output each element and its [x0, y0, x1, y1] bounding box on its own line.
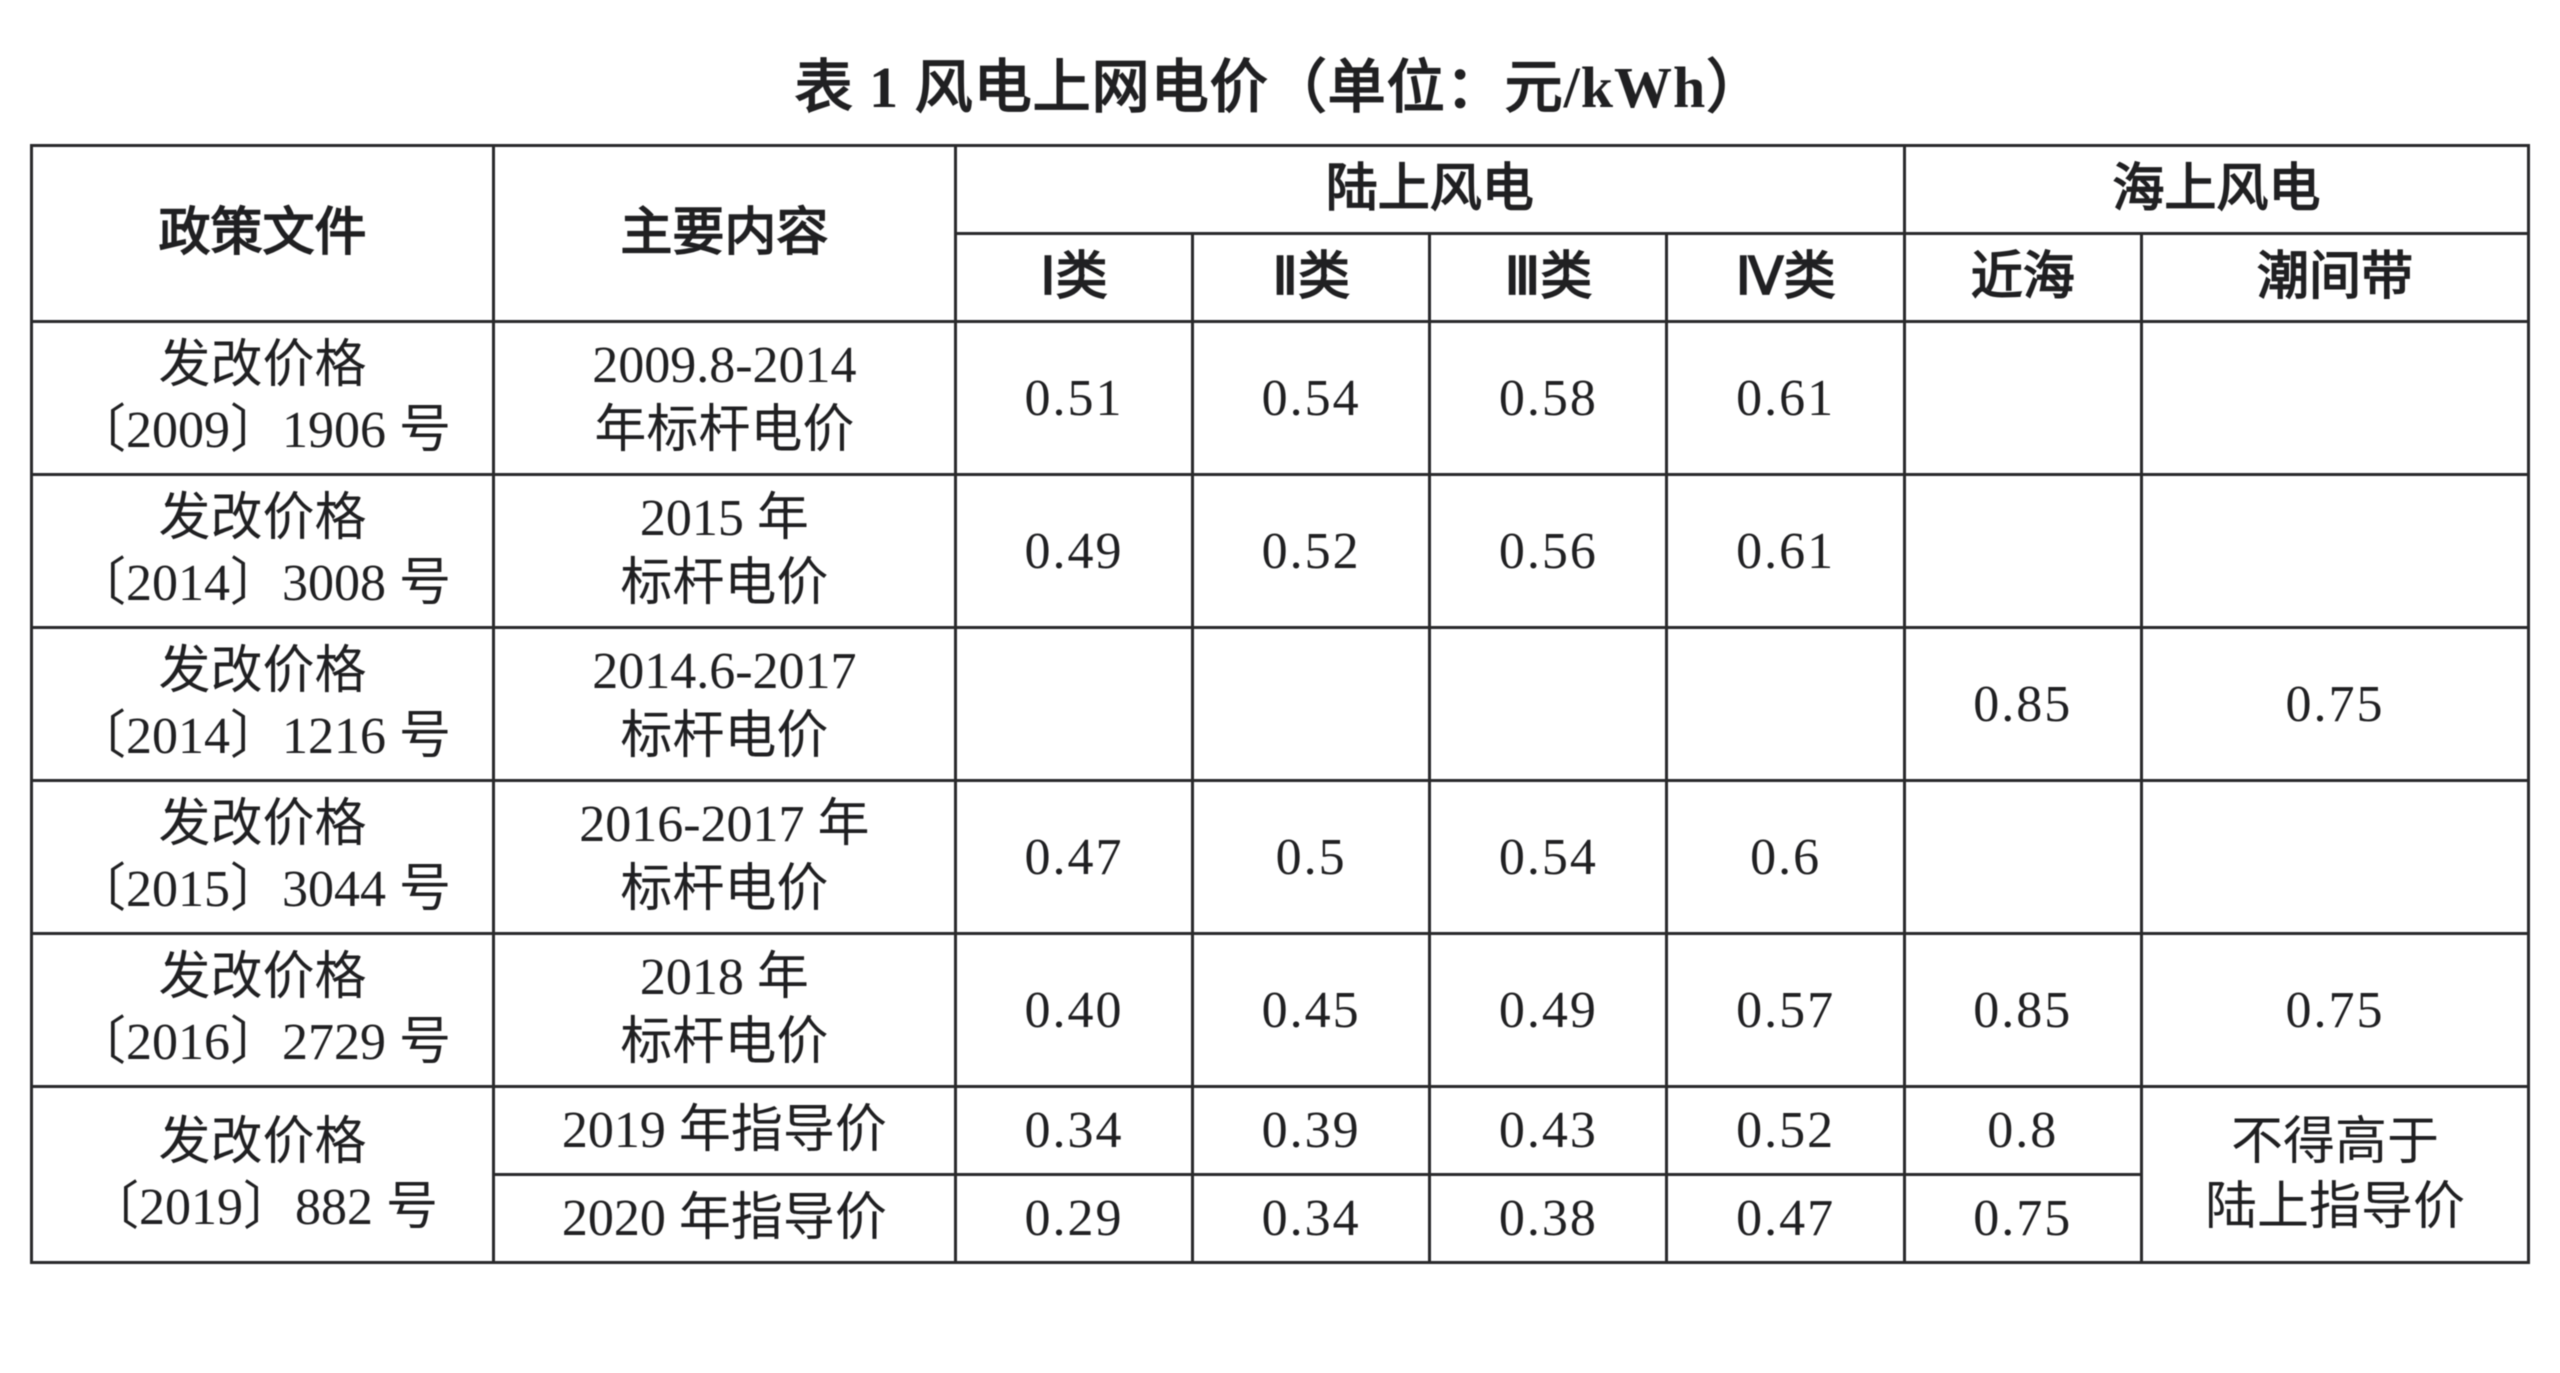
cell-content: 2014.6-2017 标杆电价: [493, 628, 955, 781]
cell-II: 0.52: [1193, 475, 1430, 628]
cell-near: 0.85: [1904, 934, 2141, 1087]
table-caption: 表 1 风电上网电价（单位：元/kWh）: [30, 40, 2530, 124]
table-row: 发改价格 〔2016〕2729 号 2018 年 标杆电价 0.40 0.45 …: [32, 934, 2529, 1087]
col-IV: Ⅳ类: [1667, 234, 1904, 322]
col-intertidal: 潮间带: [2141, 234, 2528, 322]
cell-IV: 0.57: [1667, 934, 1904, 1087]
cell-II: 0.45: [1193, 934, 1430, 1087]
cell-near: 0.75: [1904, 1175, 2141, 1263]
cell-IV: 0.47: [1667, 1175, 1904, 1263]
cell-III: 0.49: [1430, 934, 1667, 1087]
cell-I: 0.29: [955, 1175, 1192, 1263]
col-III: Ⅲ类: [1430, 234, 1667, 322]
cell-near: [1904, 322, 2141, 475]
cell-IV: 0.52: [1667, 1087, 1904, 1175]
cell-III: 0.54: [1430, 781, 1667, 934]
cell-IV: 0.61: [1667, 322, 1904, 475]
cell-I: 0.51: [955, 322, 1192, 475]
cell-II: 0.54: [1193, 322, 1430, 475]
table-row: 发改价格 〔2014〕1216 号 2014.6-2017 标杆电价 0.85 …: [32, 628, 2529, 781]
table-row: 发改价格 〔2014〕3008 号 2015 年 标杆电价 0.49 0.52 …: [32, 475, 2529, 628]
header-row-1: 政策文件 主要内容 陆上风电 海上风电: [32, 146, 2529, 234]
cell-I: 0.34: [955, 1087, 1192, 1175]
cell-IV: 0.6: [1667, 781, 1904, 934]
table-row: 发改价格 〔2009〕1906 号 2009.8-2014 年标杆电价 0.51…: [32, 322, 2529, 475]
cell-II: 0.39: [1193, 1087, 1430, 1175]
col-policy: 政策文件: [32, 146, 494, 322]
cell-I: [955, 628, 1192, 781]
col-onshore: 陆上风电: [955, 146, 1904, 234]
table-row: 发改价格 〔2019〕882 号 2019 年指导价 0.34 0.39 0.4…: [32, 1087, 2529, 1175]
cell-I: 0.40: [955, 934, 1192, 1087]
cell-content: 2016-2017 年 标杆电价: [493, 781, 955, 934]
cell-I: 0.47: [955, 781, 1192, 934]
col-I: Ⅰ类: [955, 234, 1192, 322]
page: 表 1 风电上网电价（单位：元/kWh） 政策文件 主要内容 陆上风电 海上风电…: [0, 0, 2560, 1373]
cell-policy: 发改价格 〔2014〕1216 号: [32, 628, 494, 781]
cell-tidal: [2141, 322, 2528, 475]
cell-tidal: 0.75: [2141, 934, 2528, 1087]
cell-III: [1430, 628, 1667, 781]
tariff-table: 政策文件 主要内容 陆上风电 海上风电 Ⅰ类 Ⅱ类 Ⅲ类 Ⅳ类 近海 潮间带 发…: [30, 144, 2530, 1264]
cell-I: 0.49: [955, 475, 1192, 628]
cell-near: 0.85: [1904, 628, 2141, 781]
cell-IV: [1667, 628, 1904, 781]
cell-II: 0.5: [1193, 781, 1430, 934]
cell-III: 0.38: [1430, 1175, 1667, 1263]
cell-tidal: [2141, 475, 2528, 628]
cell-III: 0.56: [1430, 475, 1667, 628]
cell-near: 0.8: [1904, 1087, 2141, 1175]
cell-III: 0.58: [1430, 322, 1667, 475]
cell-near: [1904, 475, 2141, 628]
cell-II: [1193, 628, 1430, 781]
cell-content: 2020 年指导价: [493, 1175, 955, 1263]
cell-policy: 发改价格 〔2016〕2729 号: [32, 934, 494, 1087]
cell-II: 0.34: [1193, 1175, 1430, 1263]
cell-content: 2015 年 标杆电价: [493, 475, 955, 628]
col-II: Ⅱ类: [1193, 234, 1430, 322]
table-row: 发改价格 〔2015〕3044 号 2016-2017 年 标杆电价 0.47 …: [32, 781, 2529, 934]
cell-content: 2009.8-2014 年标杆电价: [493, 322, 955, 475]
cell-content: 2019 年指导价: [493, 1087, 955, 1175]
cell-policy: 发改价格 〔2014〕3008 号: [32, 475, 494, 628]
col-offshore: 海上风电: [1904, 146, 2528, 234]
cell-content: 2018 年 标杆电价: [493, 934, 955, 1087]
cell-tidal: [2141, 781, 2528, 934]
col-nearshore: 近海: [1904, 234, 2141, 322]
cell-tidal: 0.75: [2141, 628, 2528, 781]
cell-III: 0.43: [1430, 1087, 1667, 1175]
cell-policy: 发改价格 〔2015〕3044 号: [32, 781, 494, 934]
cell-policy: 发改价格 〔2009〕1906 号: [32, 322, 494, 475]
cell-policy: 发改价格 〔2019〕882 号: [32, 1087, 494, 1263]
cell-tidal-note: 不得高于 陆上指导价: [2141, 1087, 2528, 1263]
cell-IV: 0.61: [1667, 475, 1904, 628]
col-content: 主要内容: [493, 146, 955, 322]
cell-near: [1904, 781, 2141, 934]
